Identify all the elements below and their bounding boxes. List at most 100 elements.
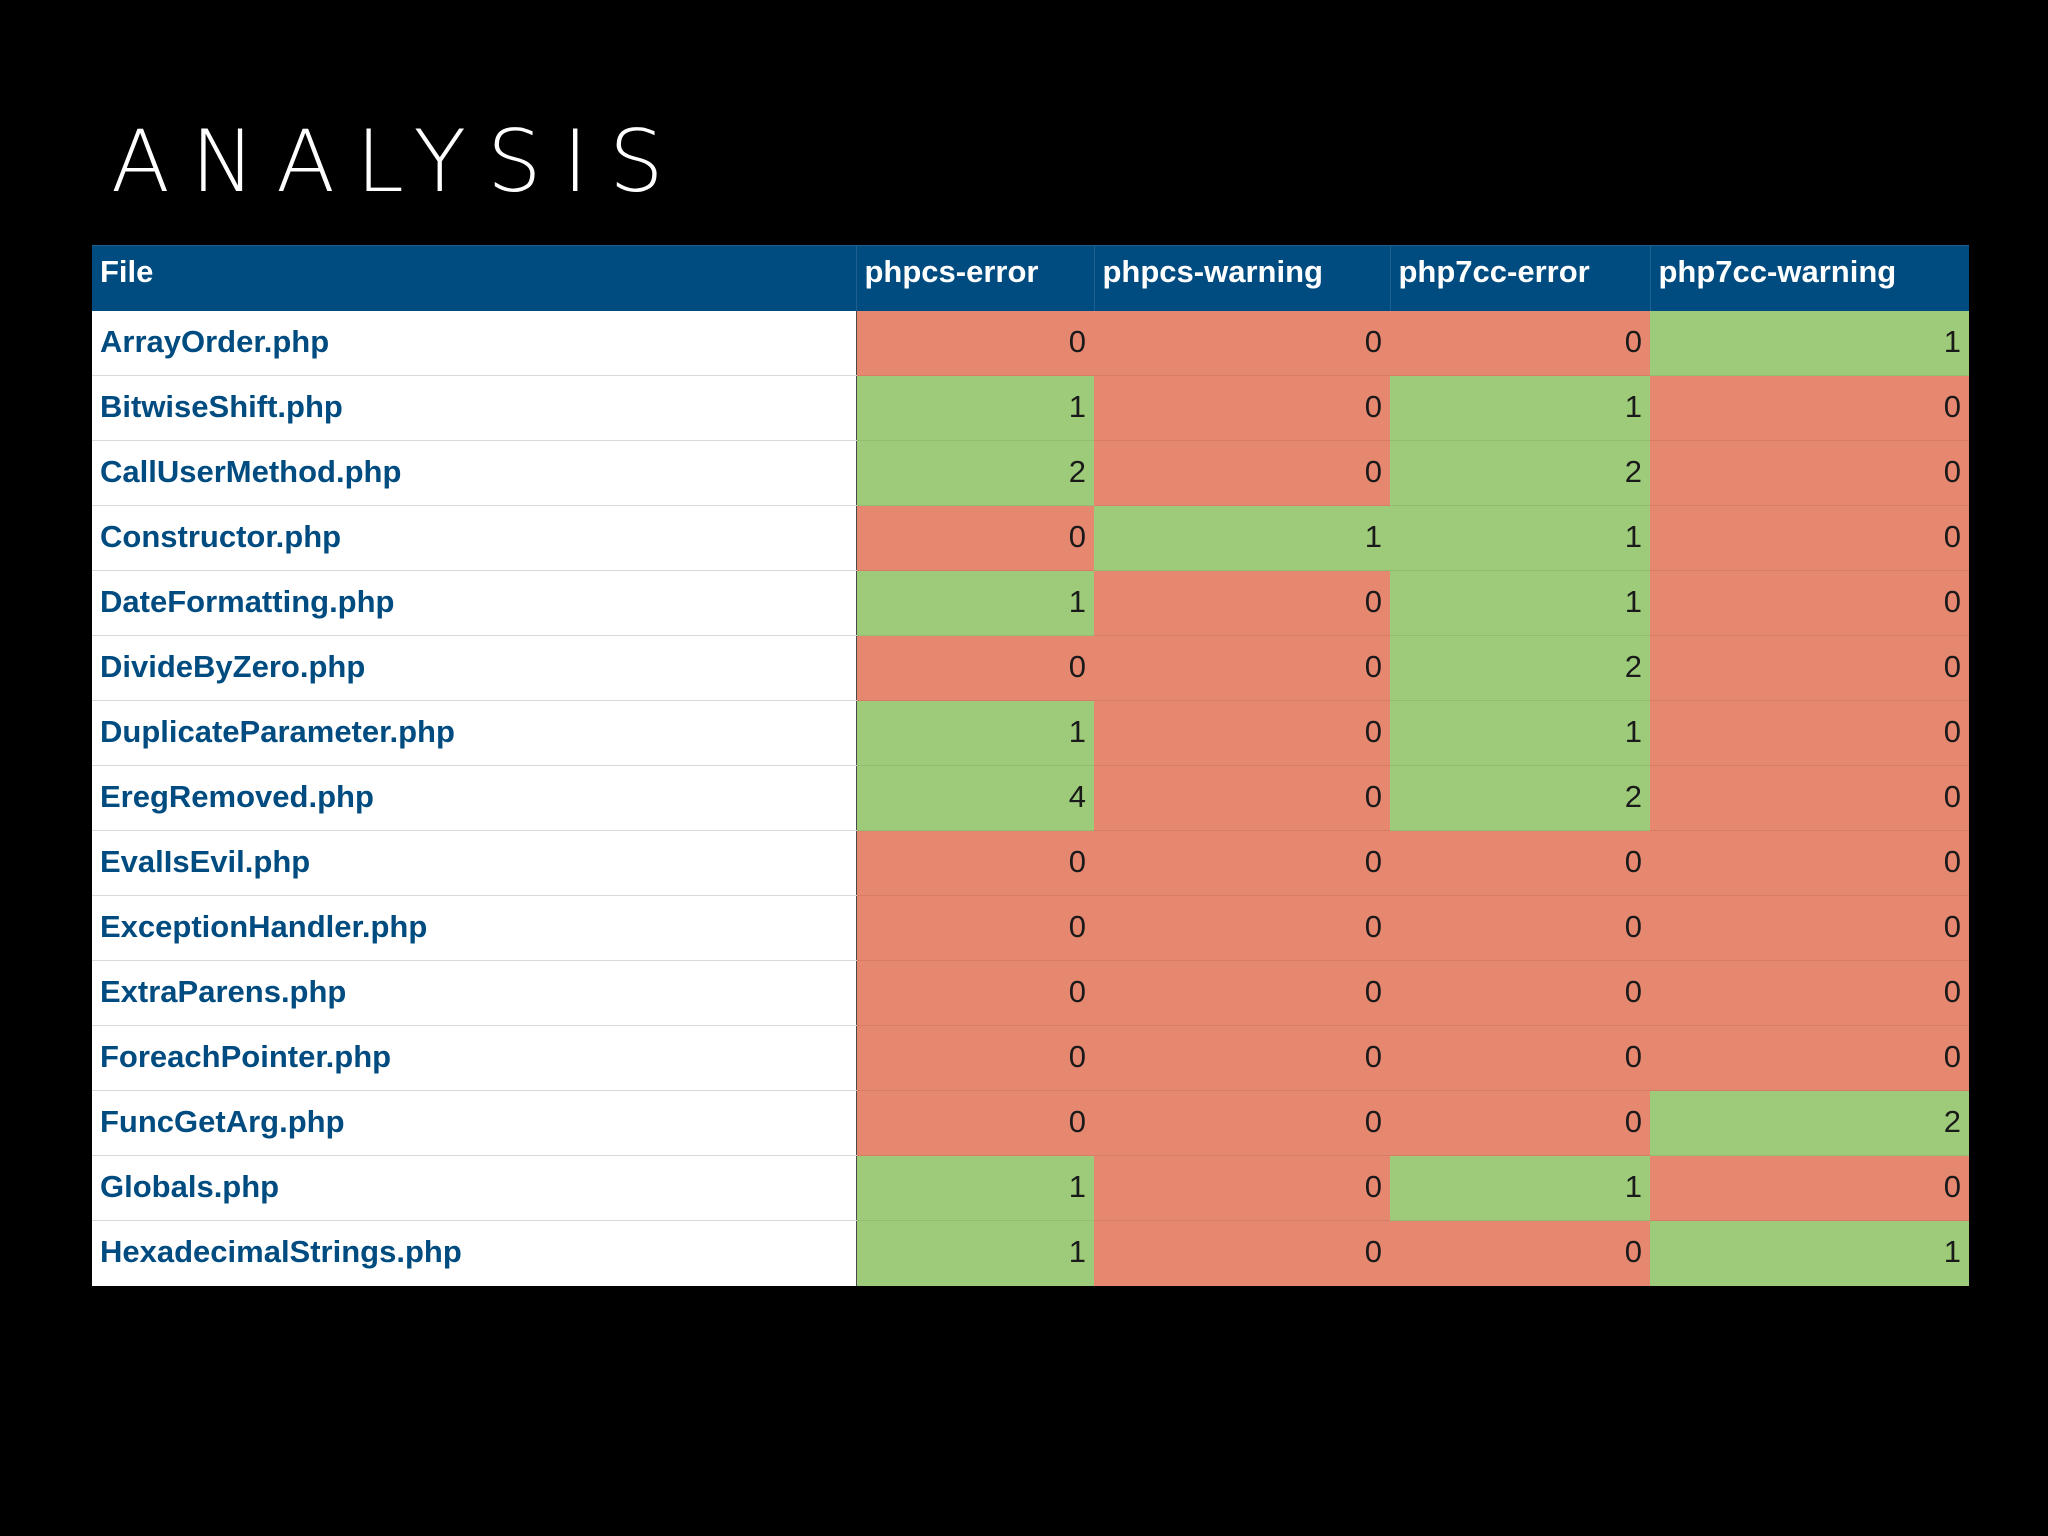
php7cc-warning-cell: 0 [1650, 570, 1969, 636]
file-name-cell: ExceptionHandler.php [92, 895, 857, 961]
file-name-cell: DivideByZero.php [92, 635, 857, 701]
file-name-cell: Globals.php [92, 1155, 857, 1221]
phpcs-error-cell: 0 [856, 830, 1094, 896]
column-header-file: File [92, 245, 856, 311]
column-header-phpcs-error: phpcs-error [855, 245, 1094, 311]
phpcs-warning-cell: 0 [1094, 440, 1390, 506]
php7cc-error-cell: 0 [1390, 960, 1650, 1026]
column-header-php7cc-warning: php7cc-warning [1649, 245, 1969, 311]
slide-title: ANALYSIS [111, 112, 685, 212]
phpcs-error-cell: 1 [856, 1155, 1094, 1221]
php7cc-warning-cell: 2 [1650, 1090, 1969, 1156]
phpcs-error-cell: 1 [856, 1220, 1094, 1286]
table-row: EregRemoved.php 4 0 2 0 [92, 765, 1969, 831]
phpcs-warning-cell: 0 [1094, 1025, 1390, 1091]
file-name-cell: DuplicateParameter.php [92, 700, 857, 766]
php7cc-error-cell: 1 [1390, 570, 1650, 636]
phpcs-warning-cell: 0 [1094, 570, 1390, 636]
file-name-cell: Constructor.php [92, 505, 857, 571]
phpcs-warning-cell: 1 [1094, 505, 1390, 571]
php7cc-error-cell: 1 [1390, 700, 1650, 766]
table-row: ExceptionHandler.php 0 0 0 0 [92, 895, 1969, 961]
table-row: DivideByZero.php 0 0 2 0 [92, 635, 1969, 701]
file-name-cell: DateFormatting.php [92, 570, 857, 636]
php7cc-warning-cell: 0 [1650, 505, 1969, 571]
table-row: Constructor.php 0 1 1 0 [92, 505, 1969, 571]
table-header: File phpcs-error phpcs-warning php7cc-er… [92, 245, 1969, 311]
table-row: CallUserMethod.php 2 0 2 0 [92, 440, 1969, 506]
php7cc-error-cell: 2 [1390, 765, 1650, 831]
file-name-cell: ArrayOrder.php [92, 310, 857, 376]
php7cc-warning-cell: 1 [1650, 310, 1969, 376]
php7cc-warning-cell: 0 [1650, 700, 1969, 766]
php7cc-error-cell: 1 [1390, 375, 1650, 441]
table-row: HexadecimalStrings.php 1 0 0 1 [92, 1220, 1969, 1286]
file-name-cell: CallUserMethod.php [92, 440, 857, 506]
php7cc-error-cell: 2 [1390, 440, 1650, 506]
column-header-php7cc-error: php7cc-error [1389, 245, 1650, 311]
phpcs-warning-cell: 0 [1094, 375, 1390, 441]
table-row: FuncGetArg.php 0 0 0 2 [92, 1090, 1969, 1156]
phpcs-error-cell: 0 [856, 895, 1094, 961]
php7cc-warning-cell: 0 [1650, 895, 1969, 961]
phpcs-warning-cell: 0 [1094, 310, 1390, 376]
file-name-cell: EregRemoved.php [92, 765, 857, 831]
table-row: ForeachPointer.php 0 0 0 0 [92, 1025, 1969, 1091]
phpcs-error-cell: 1 [856, 700, 1094, 766]
php7cc-warning-cell: 0 [1650, 1025, 1969, 1091]
file-name-cell: FuncGetArg.php [92, 1090, 857, 1156]
phpcs-warning-cell: 0 [1094, 895, 1390, 961]
phpcs-error-cell: 0 [856, 1025, 1094, 1091]
phpcs-warning-cell: 0 [1094, 830, 1390, 896]
php7cc-error-cell: 0 [1390, 895, 1650, 961]
phpcs-warning-cell: 0 [1094, 960, 1390, 1026]
phpcs-error-cell: 4 [856, 765, 1094, 831]
php7cc-error-cell: 0 [1390, 1220, 1650, 1286]
phpcs-warning-cell: 0 [1094, 1220, 1390, 1286]
phpcs-warning-cell: 0 [1094, 1090, 1390, 1156]
php7cc-error-cell: 2 [1390, 635, 1650, 701]
file-name-cell: ExtraParens.php [92, 960, 857, 1026]
table-row: BitwiseShift.php 1 0 1 0 [92, 375, 1969, 441]
phpcs-error-cell: 0 [856, 310, 1094, 376]
php7cc-error-cell: 0 [1390, 830, 1650, 896]
php7cc-error-cell: 1 [1390, 505, 1650, 571]
phpcs-error-cell: 0 [856, 1090, 1094, 1156]
php7cc-error-cell: 0 [1390, 1025, 1650, 1091]
header-row: File phpcs-error phpcs-warning php7cc-er… [92, 245, 1969, 311]
phpcs-error-cell: 0 [856, 505, 1094, 571]
file-name-cell: BitwiseShift.php [92, 375, 857, 441]
file-name-cell: HexadecimalStrings.php [92, 1220, 857, 1286]
analysis-table: File phpcs-error phpcs-warning php7cc-er… [92, 245, 1969, 1286]
table-row: Globals.php 1 0 1 0 [92, 1155, 1969, 1221]
phpcs-error-cell: 0 [856, 960, 1094, 1026]
php7cc-error-cell: 0 [1390, 310, 1650, 376]
table-body: ArrayOrder.php 0 0 0 1 BitwiseShift.php 1 0 1 0 Ca… [92, 310, 1969, 1286]
table-row: DateFormatting.php 1 0 1 0 [92, 570, 1969, 636]
phpcs-error-cell: 1 [856, 375, 1094, 441]
phpcs-warning-cell: 0 [1094, 700, 1390, 766]
file-name-cell: ForeachPointer.php [92, 1025, 857, 1091]
php7cc-error-cell: 0 [1390, 1090, 1650, 1156]
phpcs-error-cell: 0 [856, 635, 1094, 701]
php7cc-warning-cell: 0 [1650, 440, 1969, 506]
php7cc-error-cell: 1 [1390, 1155, 1650, 1221]
phpcs-warning-cell: 0 [1094, 635, 1390, 701]
file-name-cell: EvalIsEvil.php [92, 830, 857, 896]
php7cc-warning-cell: 1 [1650, 1220, 1969, 1286]
phpcs-warning-cell: 0 [1094, 765, 1390, 831]
phpcs-warning-cell: 0 [1094, 1155, 1390, 1221]
php7cc-warning-cell: 0 [1650, 635, 1969, 701]
table-row: ArrayOrder.php 0 0 0 1 [92, 310, 1969, 376]
php7cc-warning-cell: 0 [1650, 960, 1969, 1026]
column-header-phpcs-warning: phpcs-warning [1093, 245, 1390, 311]
php7cc-warning-cell: 0 [1650, 765, 1969, 831]
phpcs-error-cell: 1 [856, 570, 1094, 636]
table-row: EvalIsEvil.php 0 0 0 0 [92, 830, 1969, 896]
php7cc-warning-cell: 0 [1650, 1155, 1969, 1221]
phpcs-error-cell: 2 [856, 440, 1094, 506]
table-row: DuplicateParameter.php 1 0 1 0 [92, 700, 1969, 766]
php7cc-warning-cell: 0 [1650, 830, 1969, 896]
php7cc-warning-cell: 0 [1650, 375, 1969, 441]
table-row: ExtraParens.php 0 0 0 0 [92, 960, 1969, 1026]
